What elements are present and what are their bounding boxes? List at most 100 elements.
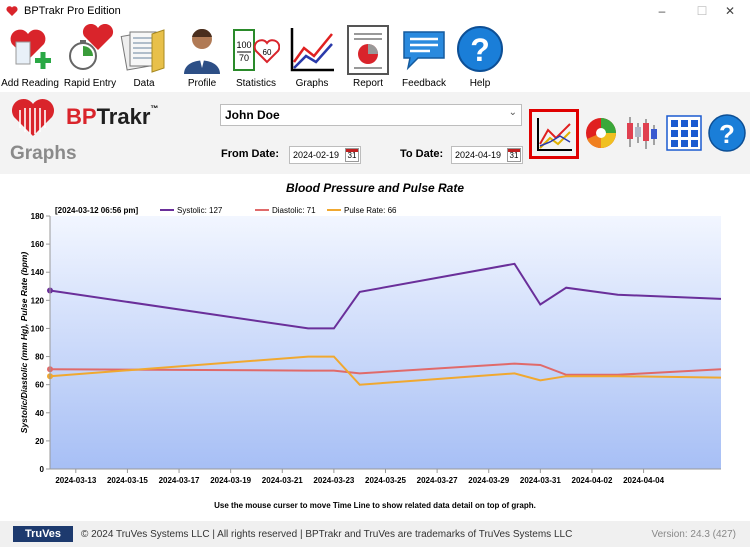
logo-text-trakr: Trakr [96,104,151,129]
y-tick-label: 60 [35,381,44,390]
legend-entry: Diastolic: 71 [272,206,316,215]
svg-text:100: 100 [236,40,251,50]
rapid-entry-button[interactable]: Rapid Entry [64,24,116,90]
legend-timestamp: [2024-03-12 06:56 pm] [55,206,138,215]
graph-help-button[interactable]: ? [707,113,747,153]
speech-bubble-icon [403,31,445,71]
x-tick-label: 2024-03-13 [55,476,96,485]
minimize-button[interactable]: – [658,4,666,18]
from-date-value: 2024-02-19 [293,150,340,160]
report-icon [347,25,389,75]
y-tick-label: 180 [31,212,45,221]
bptrakr-logo: BPTrakr™ [10,96,160,136]
y-tick-label: 140 [31,268,45,277]
y-tick-label: 40 [35,409,44,418]
footer: TruVes © 2024 TruVes Systems LLC | All r… [0,521,750,547]
statistics-icon: 100 70 60 [233,29,280,71]
candlestick-chart-icon [627,117,657,149]
to-date-value: 2024-04-19 [455,150,502,160]
svg-text:?: ? [470,32,490,68]
copyright-text: © 2024 TruVes Systems LLC | All rights r… [81,528,573,540]
patient-select[interactable]: John Doe ⌄ [220,104,522,126]
maximize-button[interactable]: ☐ [696,4,708,18]
chevron-down-icon: ⌄ [508,107,517,118]
folder-data-icon [120,29,165,73]
version-text: Version: 24.3 (427) [651,528,737,540]
toolbar-label: Data [133,78,155,89]
y-tick-label: 0 [40,465,45,474]
report-button[interactable]: Report [344,24,392,90]
y-tick-label: 20 [35,437,44,446]
from-date-label: From Date: [221,148,280,160]
series-line-pulse-rate [49,355,722,386]
toolbar-label: Statistics [235,78,276,89]
toolbar-label: Help [469,78,491,89]
person-icon [184,28,220,74]
svg-text:60: 60 [263,48,272,57]
logo-heart-icon [11,98,55,136]
heart-stopwatch-icon [69,24,114,70]
chart-panel: Blood Pressure and Pulse Rate 0 20 40 60 80 1… [12,178,738,520]
bp-chart[interactable]: 0 20 40 60 80 100 120 140 160 180 2024-03-13 2024-0… [12,178,738,496]
series-line-diastolic [49,362,722,376]
grid-view-icon [666,115,702,151]
statistics-button[interactable]: 100 70 60 Statistics [232,24,280,90]
x-tick-label: 2024-03-25 [365,476,406,485]
line-graph-button[interactable] [529,109,579,159]
truves-logo: TruVes [13,526,73,542]
help-button[interactable]: ? Help [456,24,504,90]
pie-chart-icon [586,118,616,149]
y-tick-label: 120 [31,296,45,305]
toolbar-label: Report [352,78,383,89]
logo-tm: ™ [150,104,159,113]
title-bar: BPTrakr Pro Edition – ☐ ✕ [0,0,750,22]
main-toolbar: Add Reading Rapid Entry Data Profile [0,22,750,92]
add-reading-button[interactable]: Add Reading [1,24,59,90]
grid-view-button[interactable] [664,113,704,153]
from-date-input[interactable]: 2024-02-19 31 [289,146,361,164]
x-tick-label: 2024-03-29 [468,476,509,485]
x-tick-label: 2024-03-21 [262,476,303,485]
help-icon: ? [708,114,746,152]
pie-chart-button[interactable] [581,113,621,153]
line-graph-icon [537,118,572,151]
x-tick-label: 2024-04-02 [572,476,613,485]
profile-button[interactable]: Profile [178,24,226,90]
x-tick-label: 2024-03-27 [417,476,458,485]
feedback-button[interactable]: Feedback [398,24,450,90]
page-title: Graphs [10,143,77,164]
heart-icon [6,6,18,16]
patient-name: John Doe [225,108,280,122]
help-icon: ? [457,26,503,72]
x-tick-label: 2024-03-19 [210,476,251,485]
heart-plus-icon [10,29,51,69]
calendar-icon[interactable]: 31 [345,148,359,162]
y-tick-label: 160 [31,240,45,249]
x-tick-label: 2024-03-31 [520,476,561,485]
toolbar-label: Feedback [402,78,446,89]
to-date-label: To Date: [400,148,444,160]
y-tick-label: 80 [35,353,44,362]
plot-area[interactable] [50,216,721,469]
graphs-button[interactable]: Graphs [288,24,336,90]
x-tick-label: 2024-03-23 [313,476,354,485]
data-button[interactable]: Data [120,24,168,90]
calendar-icon[interactable]: 31 [507,148,521,162]
legend-entry: Systolic: 127 [177,206,223,215]
to-date-input[interactable]: 2024-04-19 31 [451,146,523,164]
chart-hint: Use the mouse curser to move Time Line t… [214,501,536,510]
line-graph-icon [290,28,334,72]
legend-entry: Pulse Rate: 66 [344,206,397,215]
window-title: BPTrakr Pro Edition [24,5,121,17]
x-tick-label: 2024-04-04 [623,476,664,485]
toolbar-label: Profile [187,78,217,89]
toolbar-label: Rapid Entry [63,78,117,89]
series-line-systolic [49,262,722,330]
y-axis-label: Systolic/Diastolic (mm Hg), Pulse Rate (… [19,252,29,434]
close-button[interactable]: ✕ [724,4,736,18]
toolbar-label: Graphs [295,78,329,89]
svg-text:70: 70 [239,53,249,63]
candlestick-chart-button[interactable] [622,113,662,153]
logo-text-bp: BP [66,104,97,129]
toolbar-label: Add Reading [1,78,59,89]
